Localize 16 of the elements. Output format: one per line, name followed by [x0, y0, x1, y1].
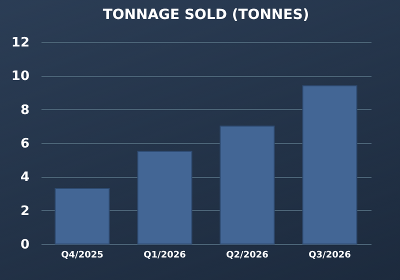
y-tick-label: 2 [20, 204, 30, 219]
x-tick-label: Q1/2026 [144, 250, 186, 260]
y-tick-label: 0 [20, 238, 30, 252]
y-tick-label: 4 [20, 170, 30, 186]
x-tick-label: Q2/2026 [226, 250, 268, 260]
x-tick-label: Q3/2026 [308, 250, 351, 260]
bar [220, 126, 275, 244]
bar [302, 85, 358, 244]
y-tick-label: 10 [11, 69, 30, 84]
x-tick-label: Q4/2025 [61, 250, 104, 260]
chart-title: TONNAGE SOLD (TONNES) [102, 7, 310, 23]
y-tick-label: 8 [20, 102, 30, 118]
y-tick-label: 6 [20, 136, 30, 152]
bar [137, 150, 192, 244]
bar [54, 188, 110, 244]
y-tick-label: 12 [11, 36, 30, 50]
